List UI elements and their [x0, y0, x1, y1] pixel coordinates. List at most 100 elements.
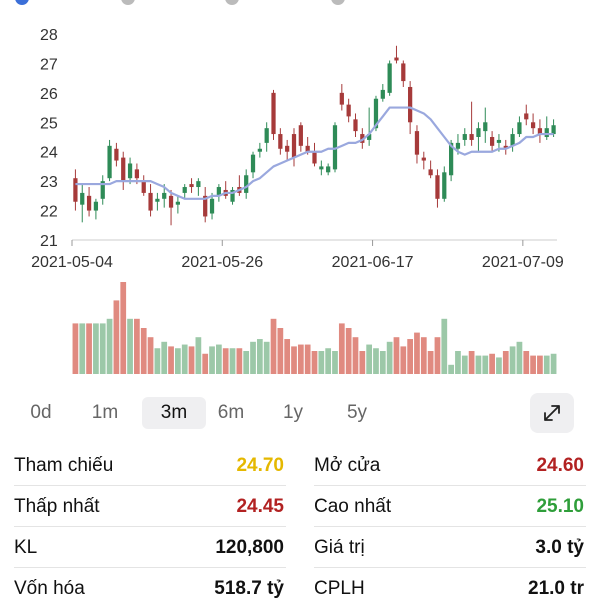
candle-body — [530, 122, 536, 129]
tab-1y[interactable]: 1y — [282, 402, 304, 423]
open-value: 24.60 — [536, 455, 584, 476]
volume-bar — [352, 337, 359, 374]
candle-body — [230, 189, 235, 202]
candle-body — [196, 181, 201, 188]
candle-body — [462, 134, 467, 140]
volume-bar — [427, 351, 434, 374]
volume-bar — [99, 323, 106, 374]
candle-body — [271, 92, 276, 135]
volume-bar — [325, 348, 332, 374]
expand-button[interactable] — [530, 393, 574, 433]
volume-bar — [338, 323, 345, 374]
volume-bar — [441, 318, 448, 374]
tab-1m[interactable]: 1m — [91, 402, 119, 423]
volume-bar — [250, 341, 256, 374]
volume-bar — [291, 346, 297, 374]
candle-body — [312, 151, 317, 164]
candle-body — [175, 201, 180, 205]
candle-body — [394, 57, 399, 61]
volume-bar — [86, 323, 92, 374]
candle-body — [100, 181, 105, 199]
volume-bar — [359, 351, 366, 374]
candle-body — [168, 195, 174, 208]
volume-bar — [181, 344, 188, 374]
x-tick-label: 2021-05-26 — [181, 254, 263, 271]
volume-bar — [113, 300, 120, 374]
candle-body — [476, 128, 481, 137]
volume-bar — [502, 351, 509, 374]
ref-label: Tham chiếu — [14, 455, 114, 476]
candle-body — [209, 198, 215, 214]
candle-body — [353, 119, 358, 132]
volume-bar — [277, 328, 284, 374]
candle-body — [264, 128, 269, 143]
volume-bar — [400, 346, 407, 374]
candle-body — [326, 166, 331, 173]
volume-bar — [516, 341, 523, 374]
candle-body — [134, 169, 140, 179]
market-cap-value: 518.7 tỷ — [214, 578, 284, 599]
volume-bar — [509, 346, 516, 374]
open-label: Mở cửa — [314, 455, 381, 476]
stats-row-4: Vốn hóa 518.7 tỷ CPLH 21.0 tr — [14, 569, 586, 609]
volume-bar — [79, 323, 86, 374]
volume-bar — [304, 344, 311, 374]
candle-body — [298, 125, 303, 146]
candle-body — [127, 163, 133, 179]
y-tick-label: 27 — [40, 56, 58, 73]
y-tick-label: 26 — [40, 86, 58, 103]
y-tick-label: 28 — [40, 27, 58, 44]
candle-body — [455, 142, 461, 149]
volume-bar — [93, 323, 99, 374]
volume-bar — [229, 348, 236, 374]
candle-body — [121, 157, 126, 182]
y-tick-label: 21 — [40, 233, 58, 250]
volume-bar — [489, 353, 495, 374]
volume-value: 120,800 — [215, 537, 284, 558]
tab-0d[interactable]: 0d — [30, 402, 52, 423]
candle-body — [387, 63, 392, 93]
volume-bar — [134, 318, 140, 374]
trade-value-label: Giá trị — [314, 537, 365, 558]
volume-bar — [215, 344, 222, 374]
ref-value: 24.70 — [236, 455, 284, 476]
trade-value: 3.0 tỷ — [535, 537, 584, 558]
volume-bar — [236, 348, 243, 374]
x-tick-label: 2021-05-04 — [31, 254, 113, 271]
candle-body — [496, 139, 502, 143]
tab-3m[interactable]: 3m — [142, 397, 206, 429]
candle-body — [114, 148, 119, 161]
candle-body — [489, 137, 495, 146]
candle-body — [373, 98, 379, 129]
candle-body — [469, 134, 474, 140]
candle-body — [189, 184, 194, 188]
candle-body — [380, 89, 385, 99]
volume-bar — [475, 355, 482, 374]
volume-bar — [550, 353, 557, 374]
candle-body — [435, 175, 440, 199]
volume-bar — [434, 337, 441, 374]
market-cap-label: Vốn hóa — [14, 578, 85, 599]
x-tick-label: 2021-07-09 — [482, 254, 564, 271]
candle-body — [503, 145, 508, 149]
tab-6m[interactable]: 6m — [217, 402, 245, 423]
candle-body — [339, 92, 344, 105]
volume-bar — [461, 355, 468, 374]
volume-bar — [414, 332, 420, 374]
candle-body — [285, 145, 290, 152]
volume-bar — [448, 364, 454, 374]
candle-body — [162, 192, 167, 199]
low-value: 24.45 — [236, 496, 284, 517]
candle-body — [408, 86, 413, 123]
candle-body — [524, 113, 529, 120]
candle-body — [80, 192, 85, 205]
tab-5y[interactable]: 5y — [346, 402, 368, 423]
candle-body — [421, 157, 426, 161]
candle-body — [483, 122, 488, 132]
volume-bar — [72, 323, 79, 374]
volume-bar — [537, 355, 543, 374]
y-tick-label: 23 — [40, 174, 58, 191]
volume-bar — [154, 348, 161, 374]
candle-body — [428, 169, 433, 176]
volume-bar — [420, 337, 427, 374]
